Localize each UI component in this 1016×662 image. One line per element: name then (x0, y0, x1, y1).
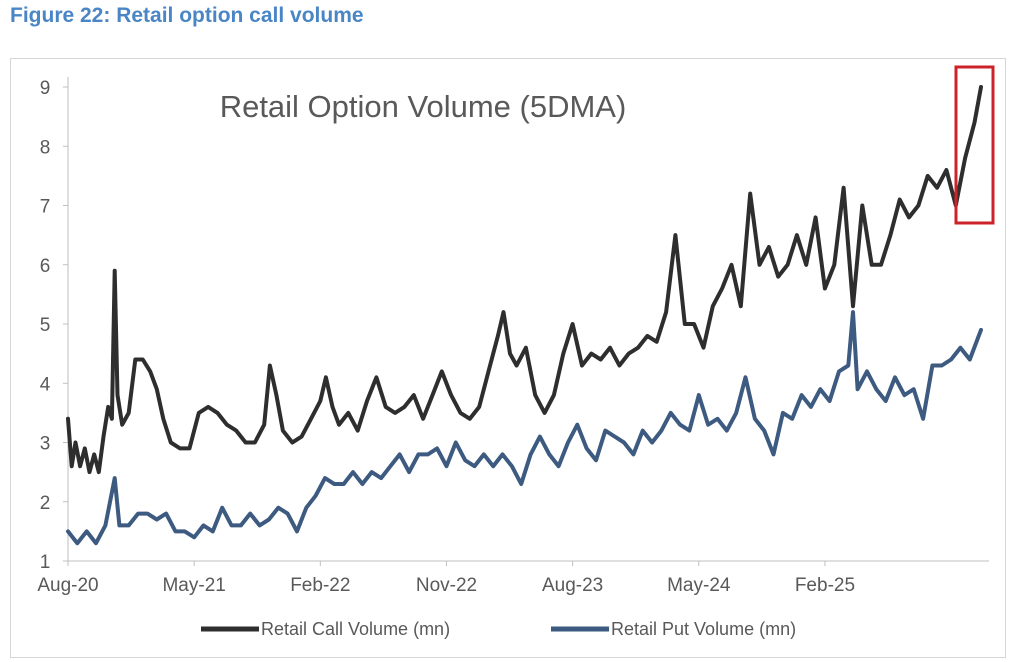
chart-title: Retail Option Volume (5DMA) (220, 89, 627, 124)
x-tick-label: May-21 (162, 575, 225, 596)
chart-legend: Retail Call Volume (mn) Retail Put Volume… (201, 619, 796, 639)
chart-axes: 1 2 3 4 5 6 7 8 9 Aug-20 May-21 Feb-22 Nov-22 Aug-23 M… (37, 77, 989, 596)
y-tick-label: 4 (40, 374, 51, 395)
put-volume-line (66, 310, 983, 546)
chart-svg: Retail Option Volume (5DMA) 1 2 3 4 5 6 7 8 9 Aug… (37, 65, 995, 639)
x-tick-label: Aug-20 (37, 575, 98, 596)
y-tick-label: 2 (40, 493, 51, 514)
x-tick-label: Feb-25 (795, 575, 855, 596)
x-tick-label: Aug-23 (542, 575, 603, 596)
y-tick-label: 1 (40, 552, 51, 573)
highlight-box (954, 65, 995, 225)
chart-container: Retail Option Volume (5DMA) 1 2 3 4 5 6 7 8 9 Aug… (10, 58, 1006, 658)
y-tick-label: 7 (40, 197, 51, 218)
y-tick-label: 8 (40, 137, 51, 158)
x-tick-label: Feb-22 (290, 575, 350, 596)
y-tick-label: 5 (40, 315, 51, 336)
y-tick-label: 3 (40, 434, 51, 455)
chart-lines (66, 85, 983, 546)
x-tick-label: Nov-22 (416, 575, 477, 596)
legend-call-label: Retail Call Volume (mn) (261, 619, 450, 639)
figure-title: Figure 22: Retail option call volume (10, 4, 364, 27)
call-volume-line (66, 85, 983, 475)
x-tick-label: May-24 (667, 575, 731, 596)
legend-put-label: Retail Put Volume (mn) (611, 619, 796, 639)
y-tick-label: 9 (40, 78, 51, 99)
y-tick-label: 6 (40, 256, 51, 277)
